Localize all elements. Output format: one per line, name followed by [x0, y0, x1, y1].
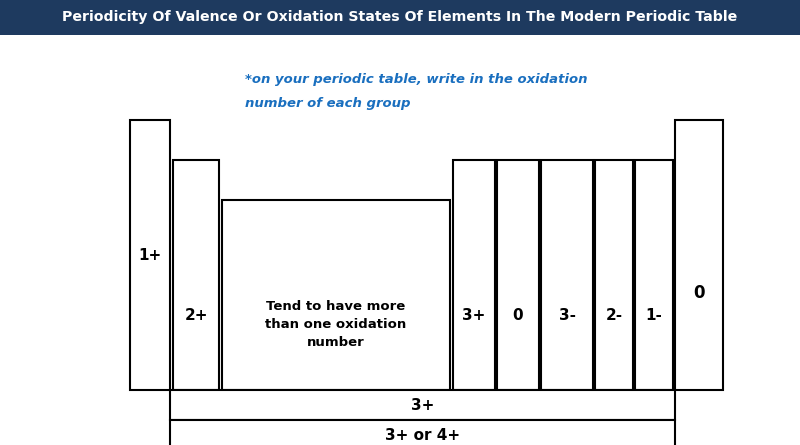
Text: 3+ or 4+: 3+ or 4+ [385, 428, 460, 442]
Text: 3-: 3- [558, 308, 575, 324]
Text: 1+: 1+ [138, 247, 162, 263]
Text: 3+: 3+ [462, 308, 486, 324]
Bar [170, 420, 675, 445]
Bar [222, 200, 450, 390]
Bar [130, 120, 170, 390]
Bar [170, 390, 675, 420]
Text: 0: 0 [694, 284, 705, 302]
Text: Tend to have more
than one oxidation
number: Tend to have more than one oxidation num… [266, 300, 406, 349]
Text: 0: 0 [513, 308, 523, 324]
Bar [595, 160, 633, 390]
Text: 3+: 3+ [411, 397, 434, 413]
Bar [541, 160, 593, 390]
Bar [635, 160, 673, 390]
Text: 1-: 1- [646, 308, 662, 324]
Text: Periodicity Of Valence Or Oxidation States Of Elements In The Modern Periodic Ta: Periodicity Of Valence Or Oxidation Stat… [62, 11, 738, 24]
Bar [675, 120, 723, 390]
Bar [0, 0, 800, 35]
Text: *on your periodic table, write in the oxidation: *on your periodic table, write in the ox… [245, 73, 587, 86]
Text: 2-: 2- [606, 308, 622, 324]
Text: 2+: 2+ [184, 308, 208, 324]
Bar [173, 160, 219, 390]
Bar [497, 160, 539, 390]
Bar [453, 160, 495, 390]
Text: number of each group: number of each group [245, 97, 410, 109]
